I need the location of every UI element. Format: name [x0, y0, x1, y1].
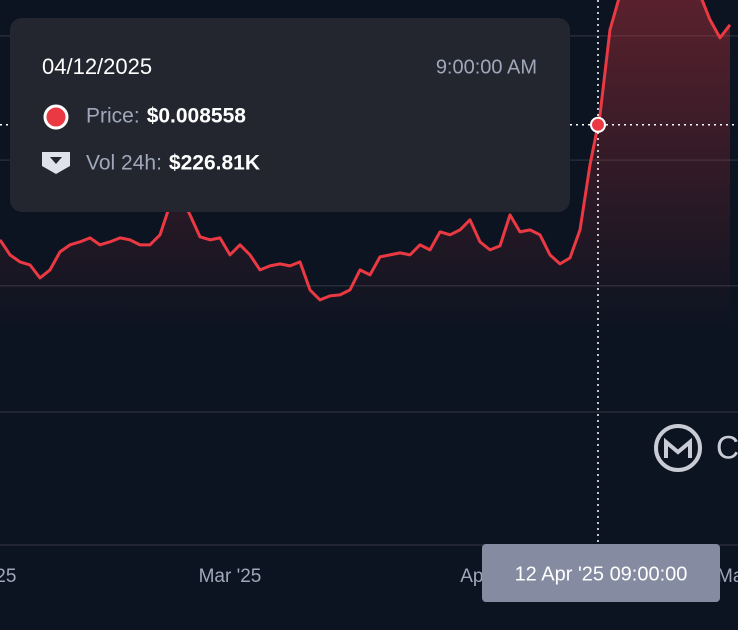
- crosshair-label: 12 Apr '25 09:00:00: [515, 563, 688, 585]
- tooltip-label: Price:: [86, 105, 140, 128]
- tooltip-box: [10, 18, 570, 212]
- x-tick-label: Feb '25: [0, 566, 16, 587]
- tooltip-label: Vol 24h:: [86, 152, 162, 175]
- volume-icon-inner: [50, 157, 62, 164]
- price-icon: [43, 104, 69, 130]
- x-tick-label: May '25: [717, 566, 738, 587]
- tooltip-time: 9:00:00 AM: [436, 56, 537, 78]
- tooltip: 04/12/2025 9:00:00 AM Price: $0.008558 V…: [10, 18, 570, 212]
- watermark-logo: [654, 424, 702, 472]
- tooltip-value: $226.81K: [169, 152, 260, 175]
- watermark: C: [654, 424, 738, 472]
- crosshair-point: [590, 116, 606, 133]
- x-tick-label: Mar '25: [199, 566, 262, 587]
- watermark-text: C: [716, 429, 738, 465]
- price-line: [0, 0, 732, 302]
- crosshair-label-box: [482, 544, 720, 602]
- tooltip-value: $0.008558: [147, 105, 247, 128]
- tooltip-date: 04/12/2025: [42, 54, 152, 79]
- watermark-logo-mark: [664, 437, 692, 458]
